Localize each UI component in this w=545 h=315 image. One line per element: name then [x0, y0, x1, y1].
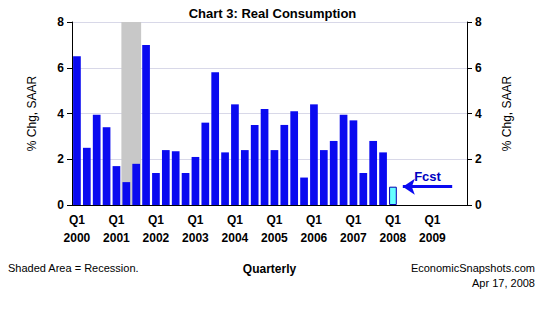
svg-text:2007: 2007	[340, 231, 367, 245]
svg-text:Q1: Q1	[385, 213, 401, 227]
svg-text:Q1: Q1	[227, 213, 243, 227]
svg-text:2002: 2002	[143, 231, 170, 245]
svg-text:Shaded Area = Recession.: Shaded Area = Recession.	[8, 262, 139, 274]
svg-text:2005: 2005	[261, 231, 288, 245]
svg-text:Quarterly: Quarterly	[243, 262, 297, 276]
svg-text:Q1: Q1	[69, 213, 85, 227]
svg-text:Q1: Q1	[345, 213, 361, 227]
svg-text:% Chg, SAAR: % Chg, SAAR	[25, 75, 39, 151]
svg-text:Q1: Q1	[424, 213, 440, 227]
svg-text:Q1: Q1	[266, 213, 282, 227]
svg-text:2: 2	[475, 152, 482, 166]
svg-text:2004: 2004	[222, 231, 249, 245]
svg-text:Fcst: Fcst	[414, 169, 441, 184]
svg-text:EconomicSnapshots.com: EconomicSnapshots.com	[411, 262, 535, 274]
svg-text:2000: 2000	[64, 231, 91, 245]
svg-text:2: 2	[57, 152, 64, 166]
svg-text:2009: 2009	[419, 231, 446, 245]
svg-text:Q1: Q1	[306, 213, 322, 227]
svg-text:6: 6	[57, 61, 64, 75]
svg-text:2008: 2008	[380, 231, 407, 245]
svg-text:0: 0	[57, 198, 64, 212]
svg-text:% Chg, SAAR: % Chg, SAAR	[500, 75, 514, 151]
svg-text:Q1: Q1	[148, 213, 164, 227]
svg-text:4: 4	[475, 107, 482, 121]
svg-text:0: 0	[475, 198, 482, 212]
svg-text:4: 4	[57, 107, 64, 121]
svg-text:8: 8	[475, 15, 482, 29]
svg-text:2003: 2003	[182, 231, 209, 245]
svg-text:8: 8	[57, 15, 64, 29]
svg-text:Apr 17, 2008: Apr 17, 2008	[472, 277, 535, 289]
svg-text:6: 6	[475, 61, 482, 75]
svg-text:Q1: Q1	[187, 213, 203, 227]
svg-text:2006: 2006	[301, 231, 328, 245]
svg-text:2001: 2001	[103, 231, 130, 245]
svg-text:Chart 3: Real Consumption: Chart 3: Real Consumption	[189, 6, 357, 21]
svg-text:Q1: Q1	[108, 213, 124, 227]
